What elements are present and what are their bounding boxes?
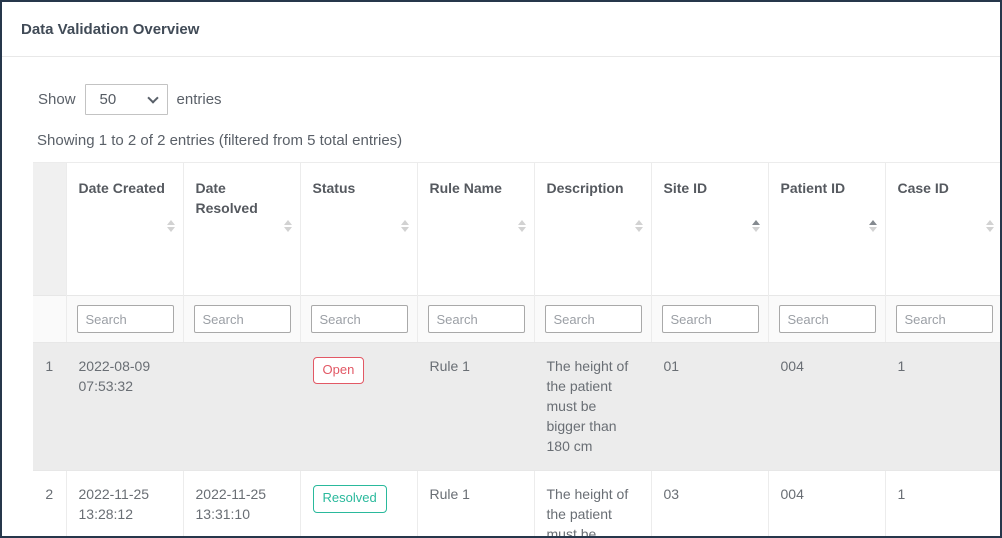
cell-patient-id: 004	[767, 470, 885, 536]
filter-cell-index	[33, 295, 66, 343]
entries-label: entries	[176, 91, 222, 108]
column-label: Rule Name	[429, 180, 502, 196]
page-title: Data Validation Overview	[21, 21, 200, 38]
cell-date-created: 2022-11-25 13:28:12	[65, 470, 183, 536]
sort-icon	[868, 220, 877, 232]
column-label: Status	[312, 180, 356, 196]
search-input-date-created[interactable]	[76, 305, 174, 333]
column-header-description[interactable]: Description	[533, 162, 651, 296]
show-label: Show	[38, 91, 76, 108]
header-row: Date Created Date Resolved Status Rule N…	[33, 162, 1000, 296]
cell-row-index: 2	[33, 470, 66, 536]
column-header-index	[33, 162, 66, 296]
cell-status: Open	[299, 342, 417, 472]
sort-icon	[283, 220, 292, 232]
search-input-case-id[interactable]	[895, 305, 993, 333]
sort-icon	[400, 220, 409, 232]
cell-date-resolved	[182, 342, 300, 472]
sort-icon	[166, 220, 175, 232]
table-row[interactable]: 1 2022-08-09 07:53:32 Open Rule 1 The he…	[33, 342, 1000, 472]
page-length-control: Show 50 entries	[38, 84, 1000, 115]
filter-row	[33, 295, 1000, 343]
sort-icon	[517, 220, 526, 232]
cell-row-index: 1	[33, 342, 66, 472]
cell-patient-id: 004	[767, 342, 885, 472]
cell-status: Resolved	[299, 470, 417, 536]
cell-rule-name: Rule 1	[416, 342, 534, 472]
cell-case-id: 1	[884, 342, 1000, 472]
column-label: Case ID	[897, 180, 949, 196]
column-label: Date Resolved	[195, 180, 258, 217]
column-label: Description	[546, 180, 624, 196]
search-input-status[interactable]	[310, 305, 408, 333]
search-input-patient-id[interactable]	[778, 305, 876, 333]
status-badge: Resolved	[312, 485, 387, 513]
validation-table: Date Created Date Resolved Status Rule N…	[33, 162, 1000, 536]
column-label: Site ID	[663, 180, 708, 196]
search-input-site-id[interactable]	[661, 305, 759, 333]
page-length-select-wrap: 50	[84, 84, 168, 115]
column-header-date-resolved[interactable]: Date Resolved	[182, 162, 300, 296]
column-header-status[interactable]: Status	[299, 162, 417, 296]
column-header-patient-id[interactable]: Patient ID	[767, 162, 885, 296]
cell-site-id: 03	[650, 470, 768, 536]
cell-description: The height of the patient must be bigger…	[533, 342, 651, 472]
cell-date-resolved: 2022-11-25 13:31:10	[182, 470, 300, 536]
sort-icon	[751, 220, 760, 232]
column-label: Patient ID	[780, 180, 846, 196]
column-header-date-created[interactable]: Date Created	[65, 162, 183, 296]
page-length-select[interactable]: 50	[84, 84, 168, 115]
search-input-date-resolved[interactable]	[193, 305, 291, 333]
panel-content: Show 50 entries Showing 1 to 2 of 2 entr…	[2, 57, 1000, 536]
column-label: Date Created	[78, 180, 165, 196]
cell-rule-name: Rule 1	[416, 470, 534, 536]
cell-description: The height of the patient must be bigger…	[533, 470, 651, 536]
cell-date-created: 2022-08-09 07:53:32	[65, 342, 183, 472]
status-badge: Open	[312, 357, 365, 385]
table-row[interactable]: 2 2022-11-25 13:28:12 2022-11-25 13:31:1…	[33, 470, 1000, 536]
column-header-site-id[interactable]: Site ID	[650, 162, 768, 296]
column-header-rule-name[interactable]: Rule Name	[416, 162, 534, 296]
cell-case-id: 1	[884, 470, 1000, 536]
search-input-rule-name[interactable]	[427, 305, 525, 333]
column-header-case-id[interactable]: Case ID	[884, 162, 1000, 296]
panel-header: Data Validation Overview	[2, 2, 1000, 57]
sort-icon	[986, 220, 994, 232]
cell-site-id: 01	[650, 342, 768, 472]
table-info-text: Showing 1 to 2 of 2 entries (filtered fr…	[37, 132, 403, 149]
sort-icon	[634, 220, 643, 232]
search-input-description[interactable]	[544, 305, 642, 333]
